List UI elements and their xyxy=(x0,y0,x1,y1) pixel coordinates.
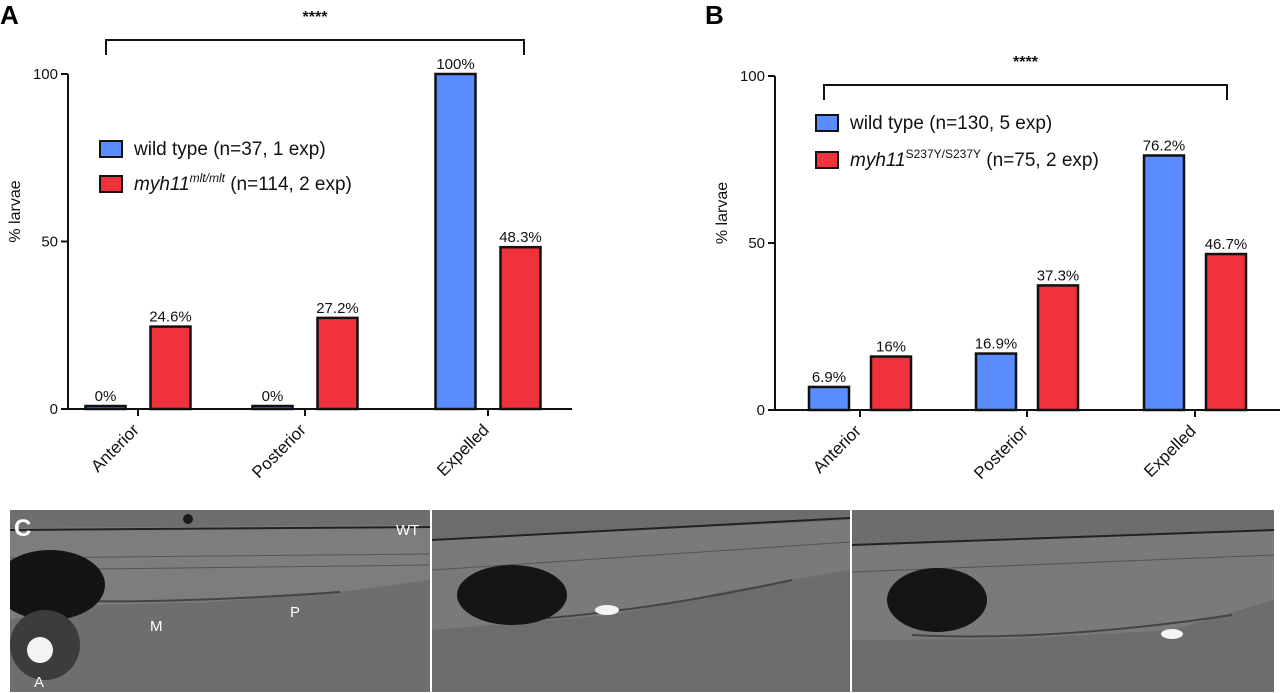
chart-a-data-label: 48.3% xyxy=(499,229,542,246)
chart-a-bar xyxy=(316,316,359,411)
chart-b-category-label: Anterior xyxy=(809,421,865,477)
chart-a-legend-swatch xyxy=(99,140,123,158)
microscopy-strip: WT M P A xyxy=(10,510,1274,692)
chart-a-data-label: 0% xyxy=(262,388,284,405)
chart-b-data-label: 16% xyxy=(876,339,906,356)
chart-b-bar xyxy=(1142,154,1186,412)
chart-b-category-label: Expelled xyxy=(1140,421,1200,481)
larva-image-wild-type: WT M P A xyxy=(10,510,430,692)
chart-b-category-label: Posterior xyxy=(970,421,1032,483)
chart-b-legend-swatch xyxy=(815,114,839,132)
chart-a-bar xyxy=(84,404,127,411)
chart-b-bar xyxy=(869,355,913,412)
chart-b-y-tick-label: 0 xyxy=(757,402,765,419)
chart-a-category-label: Expelled xyxy=(433,420,493,480)
panel-letter-c: C xyxy=(14,515,32,542)
chart-a-data-label: 100% xyxy=(436,56,474,73)
chart-a-y-tick-label: 100 xyxy=(33,66,58,83)
chart-b-significance-stars: **** xyxy=(1013,54,1039,71)
chart-a-data-label: 24.6% xyxy=(149,309,192,326)
chart-b-y-tick-label: 100 xyxy=(740,68,765,85)
chart-b-data-label: 37.3% xyxy=(1037,267,1080,284)
chart-b-data-label: 46.7% xyxy=(1205,236,1248,253)
chart-a-y-axis-label: % larvae xyxy=(7,180,24,242)
panel-letter-b: B xyxy=(705,0,724,30)
chart-b-legend-swatch xyxy=(815,151,839,169)
chart-a-category-label: Posterior xyxy=(248,420,310,482)
chart-b-data-label: 16.9% xyxy=(975,336,1018,353)
chart-b-y-axis-label: % larvae xyxy=(714,182,731,244)
chart-b-data-label: 6.9% xyxy=(812,369,846,386)
label-wt: WT xyxy=(396,522,420,539)
label-a: A xyxy=(34,674,45,691)
chart-a-significance-bracket xyxy=(105,39,525,55)
chart-b-legend-label: myh11S237Y/S237Y (n=75, 2 exp) xyxy=(850,147,1099,171)
chart-a-data-label: 27.2% xyxy=(316,300,359,317)
chart-a-legend-swatch xyxy=(99,175,123,193)
chart-a-bar xyxy=(434,72,477,411)
chart-a-category-label: Anterior xyxy=(87,420,143,476)
larva-drawing-1 xyxy=(10,510,430,692)
larva-drawing-2 xyxy=(432,510,850,692)
label-m: M xyxy=(150,618,163,635)
chart-a-bar xyxy=(251,404,294,411)
larva-image-mutant-1 xyxy=(432,510,850,692)
chart-a-bar xyxy=(149,325,192,411)
chart-a: 0 50 100 % larvae 0% 24.6% Anterior 0% 27.2% Post… xyxy=(7,9,572,482)
chart-a-y-tick-label: 50 xyxy=(41,234,58,251)
chart-a-legend-label: wild type (n=37, 1 exp) xyxy=(133,139,326,160)
larva-image-mutant-2 xyxy=(852,510,1274,692)
panel-letter-a: A xyxy=(0,0,19,30)
chart-b: 0 50 100 % larvae 6.9% 16% Anterior 16.9% 37.3% P… xyxy=(714,54,1280,483)
chart-a-y-tick-label: 0 xyxy=(50,401,58,418)
chart-b-y-tick-label: 50 xyxy=(748,235,765,252)
chart-b-bar xyxy=(807,385,851,412)
chart-b-significance-bracket xyxy=(823,84,1228,100)
chart-a-legend-label: myh11mlt/mlt (n=114, 2 exp) xyxy=(134,171,352,195)
chart-b-data-label: 76.2% xyxy=(1143,137,1186,154)
chart-b-legend-label: wild type (n=130, 5 exp) xyxy=(849,113,1052,134)
chart-a-bar xyxy=(499,245,542,411)
chart-b-bar xyxy=(1204,252,1248,412)
larva-drawing-3 xyxy=(852,510,1274,692)
chart-a-data-label: 0% xyxy=(95,388,117,405)
chart-a-significance-stars: **** xyxy=(303,9,329,26)
bar-charts-svg: A B 0 50 100 % larvae 0% 24.6% Anterior 0% 27.2%… xyxy=(0,0,1280,483)
chart-b-bar xyxy=(1036,284,1080,412)
label-p: P xyxy=(290,604,301,621)
chart-b-bar xyxy=(974,352,1018,412)
